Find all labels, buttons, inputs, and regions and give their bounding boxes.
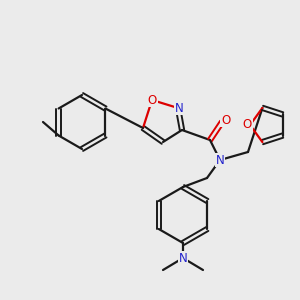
Text: O: O bbox=[221, 113, 231, 127]
Text: N: N bbox=[178, 251, 188, 265]
Text: N: N bbox=[216, 154, 224, 166]
Text: O: O bbox=[147, 94, 157, 106]
Text: O: O bbox=[242, 118, 252, 131]
Text: N: N bbox=[175, 101, 183, 115]
